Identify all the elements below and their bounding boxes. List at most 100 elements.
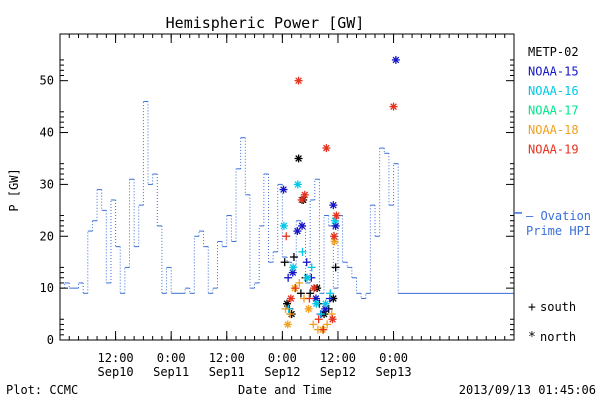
marker-stroke (289, 269, 297, 276)
marker-stroke (295, 77, 302, 85)
data-point (300, 190, 309, 199)
marker-stroke (298, 222, 306, 230)
marker-stroke (305, 305, 312, 313)
x-tick-time: 0:00 (268, 351, 297, 365)
legend-marker-label: south (540, 300, 576, 314)
data-point (294, 154, 303, 163)
marker-stroke (298, 196, 306, 204)
data-point (391, 55, 400, 64)
data-point (322, 144, 331, 153)
y-tick-label: 40 (40, 126, 54, 140)
data-point (326, 289, 335, 298)
legend-entry: NOAA-16 (528, 84, 579, 98)
data-point (304, 304, 313, 313)
legend-ovation-label: — Ovation (526, 209, 591, 223)
marker-stroke (301, 191, 309, 199)
y-tick-label: 30 (40, 177, 54, 191)
data-point (389, 102, 398, 111)
legend-marker-symbol: + (528, 300, 536, 315)
x-tick-date: Sep12 (320, 365, 356, 379)
x-tick-date: Sep11 (209, 365, 245, 379)
marker-stroke (284, 321, 292, 328)
data-point (302, 258, 311, 267)
marker-stroke (390, 103, 397, 110)
data-point (297, 195, 306, 204)
x-tick-time: 0:00 (379, 351, 408, 365)
marker-stroke (323, 144, 330, 152)
data-point (283, 320, 292, 329)
marker-stroke (280, 222, 288, 230)
data-point (296, 289, 305, 298)
marker-stroke (312, 295, 320, 302)
marker-stroke (289, 264, 297, 271)
data-point (293, 227, 302, 236)
data-point (280, 258, 289, 267)
plot-frame (59, 33, 515, 341)
data-point (312, 299, 321, 308)
marker-stroke (329, 315, 336, 323)
chart-title: Hemispheric Power [GW] (166, 14, 365, 32)
y-axis-label: P [GW] (7, 168, 21, 211)
marker-stroke (287, 295, 295, 302)
x-tick-date: Sep10 (98, 365, 134, 379)
legend-entry: NOAA-15 (528, 65, 579, 79)
legend-entry: METP-02 (528, 45, 579, 59)
ovation-series (60, 100, 514, 300)
x-tick-time: 12:00 (320, 351, 356, 365)
marker-stroke (392, 56, 400, 64)
data-point (286, 310, 295, 319)
data-point (328, 315, 337, 324)
data-point (298, 221, 307, 230)
legend-entry: NOAA-19 (528, 143, 579, 157)
data-point (314, 315, 323, 324)
marker-stroke (329, 201, 337, 209)
marker-stroke (310, 284, 318, 292)
marker-stroke (280, 186, 287, 193)
y-tick-label: 0 (47, 333, 54, 347)
data-point (331, 221, 340, 230)
legend: METP-02 NOAA-15 NOAA-16 NOAA-17 NOAA-18 NOAA-… (526, 45, 591, 345)
marker-stroke (330, 232, 338, 240)
x-tick-date: Sep13 (375, 365, 411, 379)
data-point (281, 304, 290, 313)
data-point (294, 76, 303, 85)
legend-entry: NOAA-18 (528, 123, 579, 137)
marker-stroke (321, 305, 329, 313)
data-point (323, 320, 332, 329)
data-point (295, 278, 304, 287)
legend-marker-symbol: * (528, 330, 536, 345)
data-point (289, 263, 298, 272)
data-point (330, 232, 339, 241)
marker-stroke (332, 222, 339, 230)
data-point (305, 294, 314, 303)
x-tick-time: 12:00 (98, 351, 134, 365)
legend-ovation-label: Prime HPI (526, 224, 591, 238)
data-point (303, 273, 312, 282)
marker-stroke (333, 212, 340, 219)
x-tick-time: 0:00 (157, 351, 186, 365)
data-point (319, 325, 328, 334)
y-tick-label: 10 (40, 281, 54, 295)
data-point (282, 232, 291, 241)
data-point (330, 237, 339, 246)
data-point (321, 299, 330, 308)
data-point (332, 211, 341, 220)
x-axis-label: Date and Time (238, 383, 332, 397)
marker-stroke (303, 274, 311, 282)
marker-stroke (295, 155, 302, 162)
marker-stroke (322, 300, 329, 308)
data-point (291, 284, 300, 293)
data-point (331, 263, 340, 272)
data-point (298, 247, 307, 256)
legend-marker-label: north (540, 330, 576, 344)
legend-entry: NOAA-17 (528, 104, 579, 118)
y-tick-label: 20 (40, 229, 54, 243)
data-point (309, 320, 318, 329)
data-point (306, 289, 315, 298)
data-point (279, 221, 288, 230)
data-point (293, 180, 302, 189)
footer-timestamp: 2013/09/13 01:45:06 (459, 383, 596, 397)
marker-stroke (294, 227, 301, 235)
data-point (284, 273, 293, 282)
